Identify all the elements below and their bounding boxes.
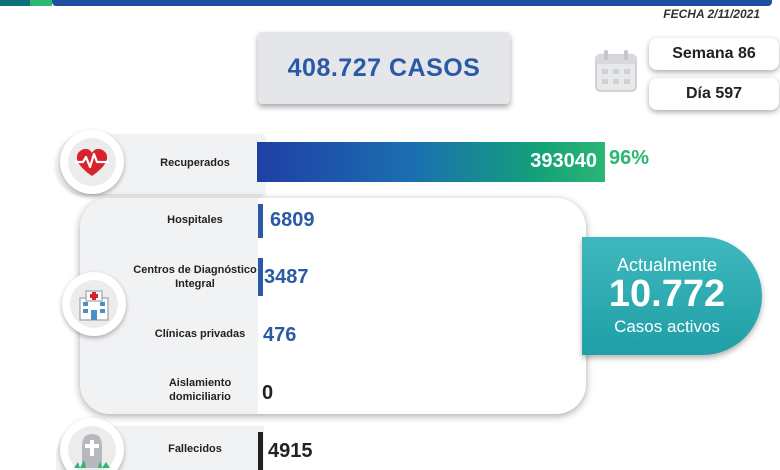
heart-icon — [60, 130, 124, 194]
private-clinics-value: 476 — [263, 324, 297, 346]
deaths-bar — [258, 432, 263, 470]
active-cases-box: Actualmente 10.772 Casos activos — [582, 237, 762, 355]
top-strip-green — [30, 0, 52, 6]
day-badge: Día 597 — [649, 78, 779, 110]
top-strip-dark — [0, 0, 30, 6]
week-badge: Semana 86 — [649, 38, 779, 70]
report-date: FECHA 2/11/2021 — [663, 7, 760, 21]
home-isolation-label: Aislamiento domiciliario — [168, 377, 232, 403]
deaths-label: Fallecidos — [168, 443, 222, 455]
active-line2: Casos activos — [614, 317, 720, 336]
recovered-bar: 393040 — [257, 142, 605, 182]
recovered-label: Recuperados — [160, 157, 230, 169]
calendar-icon — [595, 50, 637, 92]
total-cases: 408.727 CASOS — [287, 53, 481, 82]
home-isolation-value: 0 — [262, 382, 274, 404]
tombstone-icon — [60, 418, 124, 470]
cdi-bar — [258, 258, 263, 296]
hospitals-bar — [258, 204, 263, 238]
active-count: 10.772 — [608, 273, 726, 315]
deaths-value: 4915 — [268, 440, 313, 462]
hospitals-label: Hospitales — [167, 214, 223, 226]
cdi-label: Centros de Diagnóstico Integral — [133, 264, 257, 290]
recovered-percent: 96% — [609, 147, 650, 169]
hospitals-value: 6809 — [270, 209, 315, 231]
cdi-value: 3487 — [264, 266, 309, 288]
top-strip-blue — [52, 0, 772, 6]
recovered-value: 393040 — [530, 150, 597, 172]
private-clinics-label: Clínicas privadas — [154, 328, 246, 340]
active-line1: Actualmente — [616, 255, 718, 275]
hospital-icon — [62, 272, 126, 336]
total-cases-box: 408.727 CASOS — [258, 32, 510, 104]
